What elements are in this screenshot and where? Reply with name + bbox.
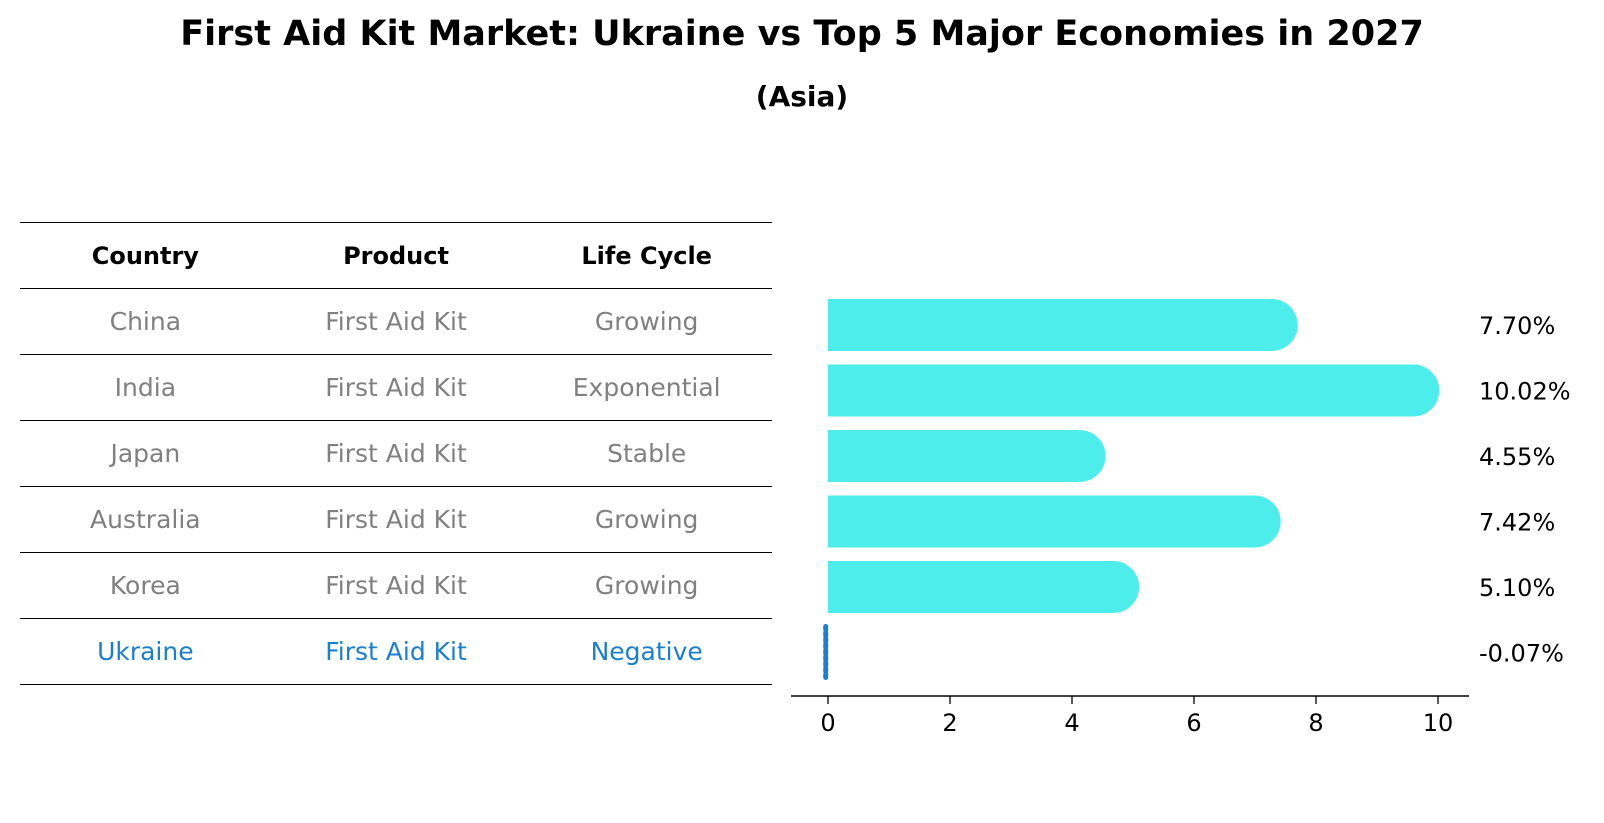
value-label-australia: 7.42% bbox=[1479, 509, 1555, 537]
x-tick-label-4: 4 bbox=[1064, 709, 1079, 737]
table-row: India First Aid Kit Exponential bbox=[20, 354, 772, 420]
bar-japan bbox=[828, 430, 1106, 482]
cell-country: Korea bbox=[109, 571, 181, 600]
table-header-row: Country Product Life Cycle bbox=[20, 222, 772, 288]
value-label-india: 10.02% bbox=[1479, 378, 1571, 406]
x-tick-label-10: 10 bbox=[1423, 709, 1454, 737]
value-label-ukraine: -0.07% bbox=[1479, 640, 1564, 668]
table-row-highlight: Ukraine First Aid Kit Negative bbox=[20, 618, 772, 685]
bar-korea bbox=[828, 561, 1140, 613]
bar-india bbox=[828, 364, 1440, 417]
cell-product: First Aid Kit bbox=[325, 637, 467, 666]
cell-country: Ukraine bbox=[97, 637, 194, 666]
cell-life-cycle: Negative bbox=[590, 637, 703, 666]
chart-subtitle: (Asia) bbox=[755, 80, 849, 113]
cell-life-cycle: Growing bbox=[594, 307, 699, 336]
header-life-cycle: Life Cycle bbox=[581, 241, 712, 270]
value-label-japan: 4.55% bbox=[1479, 443, 1555, 471]
table-row: Australia First Aid Kit Growing bbox=[20, 486, 772, 552]
x-tick-label-6: 6 bbox=[1186, 709, 1201, 737]
comparison-table: Country Product Life Cycle China First A… bbox=[20, 222, 772, 685]
cell-life-cycle: Growing bbox=[594, 505, 699, 534]
cell-life-cycle: Growing bbox=[594, 571, 699, 600]
bar-australia bbox=[828, 495, 1281, 548]
cell-product: First Aid Kit bbox=[325, 439, 467, 468]
x-tick-label-2: 2 bbox=[942, 709, 957, 737]
header-product: Product bbox=[343, 241, 449, 270]
table-row: Korea First Aid Kit Growing bbox=[20, 552, 772, 618]
bar-china bbox=[828, 299, 1298, 351]
cell-product: First Aid Kit bbox=[325, 307, 467, 336]
cell-country: China bbox=[109, 307, 182, 336]
cell-country: Japan bbox=[110, 439, 181, 468]
cell-life-cycle: Exponential bbox=[572, 373, 721, 402]
cell-country: Australia bbox=[90, 505, 201, 534]
cell-country: India bbox=[114, 373, 177, 402]
cell-product: First Aid Kit bbox=[325, 505, 467, 534]
table-row: China First Aid Kit Growing bbox=[20, 288, 772, 354]
x-tick-label-8: 8 bbox=[1308, 709, 1323, 737]
value-label-china: 7.70% bbox=[1479, 312, 1555, 340]
table-row: Japan First Aid Kit Stable bbox=[20, 420, 772, 486]
header-country: Country bbox=[91, 241, 199, 270]
chart-title: First Aid Kit Market: Ukraine vs Top 5 M… bbox=[180, 14, 1424, 54]
value-label-korea: 5.10% bbox=[1479, 574, 1555, 602]
cell-life-cycle: Stable bbox=[607, 439, 687, 468]
cell-product: First Aid Kit bbox=[325, 571, 467, 600]
cell-product: First Aid Kit bbox=[325, 373, 467, 402]
x-tick-label-0: 0 bbox=[820, 709, 835, 737]
